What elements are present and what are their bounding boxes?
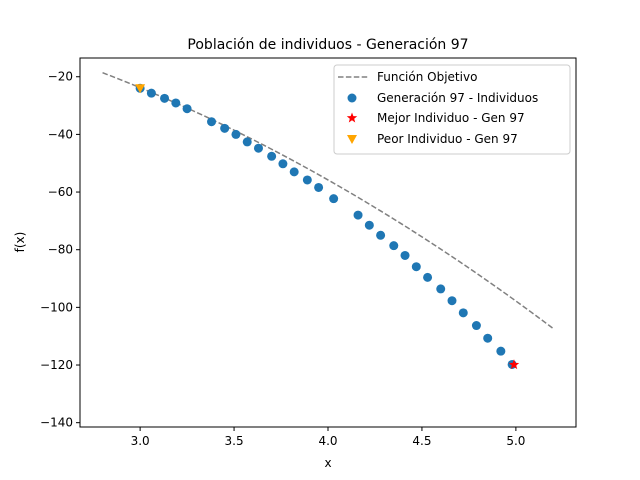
individual-point [289, 167, 299, 177]
individual-point [242, 137, 252, 147]
individual-point [302, 175, 312, 185]
individual-point [483, 333, 493, 343]
individual-point [353, 210, 363, 220]
individual-point [182, 104, 192, 114]
x-tick-label: 4.5 [412, 434, 431, 448]
x-tick-label: 3.5 [225, 434, 244, 448]
individual-point [496, 346, 506, 356]
individual-point [447, 296, 457, 306]
y-tick-label: −80 [48, 243, 73, 257]
individual-point [376, 230, 386, 240]
x-axis-label: x [324, 456, 331, 470]
axes-frame [79, 57, 577, 428]
y-tick-label: −120 [40, 358, 73, 372]
individual-point [278, 159, 288, 169]
y-tick-label: −100 [40, 300, 73, 314]
x-tick-label: 5.0 [506, 434, 525, 448]
y-tick-label: −20 [48, 70, 73, 84]
worst-individual-marker [135, 84, 146, 94]
legend-best-swatch [346, 112, 358, 123]
individual-point [160, 93, 170, 103]
individual-point [436, 284, 446, 294]
legend-objective-label: Función Objetivo [377, 70, 477, 84]
individual-point [400, 250, 410, 260]
individual-point [171, 98, 181, 108]
individual-point [411, 262, 421, 272]
legend-worst-swatch [347, 135, 357, 144]
y-axis: −20 −40 −60 −80 −100 −120 −140 [40, 70, 80, 430]
individual-point [423, 272, 433, 282]
y-tick-label: −40 [48, 127, 73, 141]
y-tick-label: −140 [40, 416, 73, 430]
plot-area [102, 72, 554, 370]
legend-individuals-swatch [347, 93, 357, 103]
individual-point [267, 151, 277, 161]
individual-point [220, 123, 230, 133]
individual-point [471, 321, 481, 331]
x-tick-label: 4.0 [318, 434, 337, 448]
x-axis: 3.0 3.5 4.0 4.5 5.0 [131, 427, 525, 448]
legend-best-label: Mejor Individuo - Gen 97 [377, 111, 525, 125]
legend-individuals-label: Generación 97 - Individuos [377, 91, 538, 105]
individual-point [314, 182, 324, 192]
individual-point [389, 241, 399, 251]
best-individual-marker [508, 359, 520, 370]
y-tick-label: −60 [48, 185, 73, 199]
individual-point [146, 88, 156, 98]
x-tick-label: 3.0 [131, 434, 150, 448]
legend-worst-label: Peor Individuo - Gen 97 [377, 132, 518, 146]
legend: Función Objetivo Generación 97 - Individ… [333, 64, 571, 155]
individual-point [458, 308, 468, 318]
chart-title: Población de individuos - Generación 97 [187, 37, 468, 53]
y-axis-label: f(x) [13, 232, 27, 253]
individual-point [207, 117, 217, 127]
individual-point [329, 194, 339, 204]
individual-point [231, 129, 241, 139]
legend-box [333, 64, 571, 155]
individual-point [364, 220, 374, 230]
individual-point [253, 143, 263, 153]
